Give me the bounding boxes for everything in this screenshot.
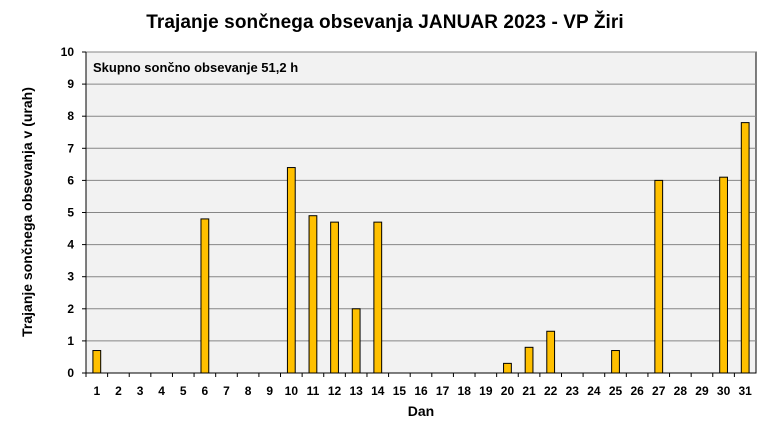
x-tick-label: 9 (266, 384, 273, 398)
total-sunshine-annotation: Skupno sončno obsevanje 51,2 h (93, 60, 298, 75)
bar-day-27 (654, 179, 664, 374)
x-tick-label: 8 (245, 384, 252, 398)
x-tick-label: 23 (566, 384, 580, 398)
bar-day-12 (330, 221, 339, 374)
gridlines (86, 51, 756, 342)
bar-day-25 (611, 350, 620, 374)
x-tick-label: 30 (717, 384, 731, 398)
x-tick-label: 6 (202, 384, 209, 398)
bar-day-11 (308, 215, 318, 374)
x-tick-label: 10 (285, 384, 299, 398)
chart-title: Trajanje sončnega obsevanja JANUAR 2023 … (146, 12, 624, 33)
y-tick-label: 6 (67, 173, 74, 187)
y-tick-label: 2 (67, 302, 74, 316)
x-tick-label: 1 (93, 384, 100, 398)
x-tick-label: 22 (544, 384, 558, 398)
y-tick-label: 9 (67, 77, 74, 91)
x-tick-label: 20 (501, 384, 515, 398)
x-tick-label: 7 (223, 384, 230, 398)
x-tick-label: 29 (695, 384, 709, 398)
x-tick-label: 26 (630, 384, 644, 398)
bar-day-20 (503, 362, 512, 374)
x-tick-label: 27 (652, 384, 666, 398)
x-tick-label: 5 (180, 384, 187, 398)
y-tick-label: 5 (67, 206, 74, 220)
x-tick-labels: 1 2 3 4 5 6 7 8 9 10 11 12 13 14 15 16 17 18 19 20 21 22 23 24 2… (85, 373, 753, 398)
x-axis-title: Dan (408, 403, 434, 419)
x-tick-label: 24 (587, 384, 601, 398)
x-tick-label: 15 (393, 384, 407, 398)
bar-day-6 (200, 218, 210, 374)
y-tick-label: 3 (67, 270, 74, 284)
y-tick-label: 10 (61, 45, 75, 59)
bar-day-13 (351, 308, 361, 374)
x-tick-label: 17 (436, 384, 450, 398)
bar-day-22 (546, 330, 556, 374)
x-tick-label: 28 (674, 384, 688, 398)
x-tick-label: 19 (479, 384, 493, 398)
y-tick-label: 8 (67, 109, 74, 123)
x-tick-label: 14 (371, 384, 385, 398)
bar-day-30 (719, 176, 728, 374)
bar-day-21 (524, 346, 534, 374)
bar-day-10 (286, 167, 296, 374)
y-tick-label: 7 (67, 141, 74, 155)
x-tick-label: 18 (458, 384, 472, 398)
bar-day-31 (740, 122, 750, 374)
bar-day-14 (373, 221, 383, 374)
x-tick-label: 25 (609, 384, 623, 398)
y-tick-label: 0 (67, 366, 74, 380)
x-tick-label: 21 (522, 384, 536, 398)
x-tick-label: 31 (739, 384, 753, 398)
x-tick-label: 16 (414, 384, 428, 398)
x-tick-label: 4 (158, 384, 165, 398)
bars (92, 122, 750, 374)
y-axis-title: Trajanje sončnega obsevanja v (urah) (19, 87, 35, 337)
x-tick-label: 2 (115, 384, 122, 398)
x-tick-label: 11 (307, 384, 320, 398)
x-tick-label: 12 (328, 384, 342, 398)
x-tick-label: 3 (137, 384, 144, 398)
y-tick-labels: 0 1 2 3 4 5 6 7 8 9 10 (61, 45, 86, 380)
y-tick-label: 4 (67, 238, 74, 252)
x-tick-label: 13 (349, 384, 363, 398)
bar-day-1 (92, 350, 102, 374)
y-tick-label: 1 (67, 334, 74, 348)
